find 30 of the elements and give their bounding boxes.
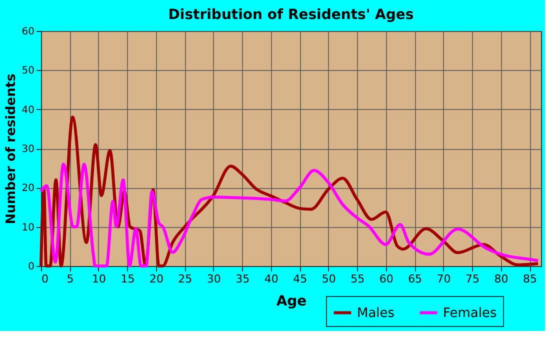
- x-tick-label: 65: [408, 272, 422, 286]
- x-tick-label: 45: [293, 272, 308, 286]
- x-tick-label: 40: [264, 272, 278, 286]
- y-tick-label: 60: [22, 26, 34, 38]
- x-tick-label: 10: [92, 272, 106, 286]
- x-tick-label: 0: [42, 272, 48, 286]
- x-tick-label: 35: [236, 272, 250, 286]
- legend-label: Males: [357, 306, 395, 321]
- x-tick-label: 25: [178, 272, 192, 286]
- y-tick-label: 40: [22, 104, 34, 116]
- x-tick-label: 20: [149, 272, 164, 286]
- x-tick-label: 80: [494, 272, 508, 286]
- x-tick-label: 30: [206, 272, 221, 286]
- y-tick-label: 30: [22, 144, 34, 155]
- y-tick-label: 0: [28, 262, 34, 272]
- x-tick-label: 70: [436, 272, 451, 286]
- x-tick-label: 50: [322, 272, 336, 286]
- x-axis-title: Age: [276, 294, 307, 310]
- x-tick-label: 15: [120, 272, 135, 286]
- y-tick-label: 10: [22, 222, 34, 234]
- chart-title: Distribution of Residents' Ages: [168, 7, 414, 23]
- legend-label: Females: [443, 306, 498, 321]
- x-tick-label: 85: [523, 272, 538, 286]
- y-tick-label: 20: [22, 183, 34, 194]
- x-tick-label: 55: [350, 272, 365, 286]
- x-tick-label: 5: [66, 272, 74, 286]
- y-tick-label: 50: [22, 66, 34, 77]
- x-tick-label: 75: [466, 272, 480, 286]
- x-tick-label: 60: [379, 272, 394, 286]
- y-axis-title: Number of residents: [4, 73, 19, 224]
